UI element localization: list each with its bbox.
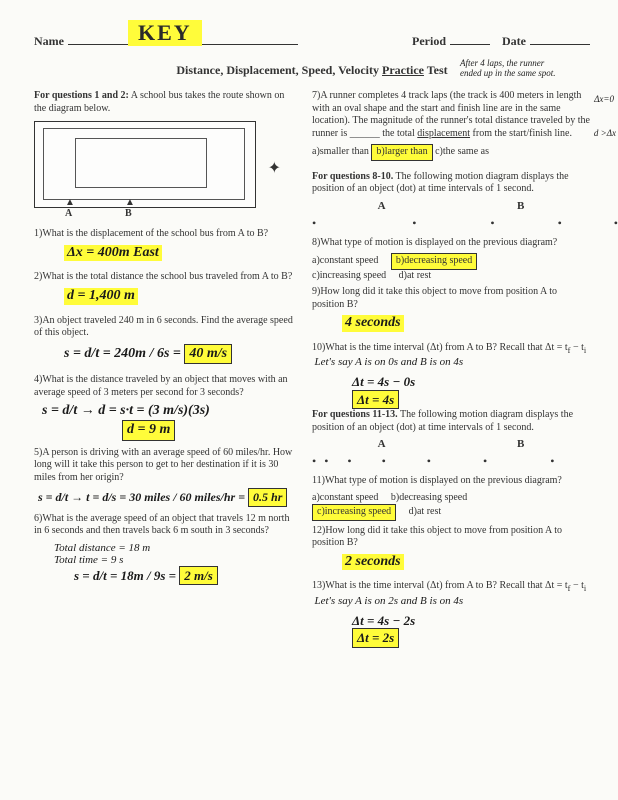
a5-eq: s = d/t → t = d/s = 30 miles / 60 miles/… xyxy=(38,490,245,504)
ab-row-2: AB xyxy=(312,438,590,450)
a1: Δx = 400m East xyxy=(64,245,162,262)
q9: 9)How long did it take this object to mo… xyxy=(312,286,590,311)
q13-txt: 13)What is the time interval (Δt) from A… xyxy=(312,580,568,591)
right-column: 7)A runner completes 4 track laps (the t… xyxy=(312,90,590,648)
a13-eq: Δt = 4s − 2s xyxy=(352,613,415,628)
q10-txt: 10)What is the time interval (Δt) from A… xyxy=(312,342,568,353)
margin-line1: After 4 laps, the runner xyxy=(460,58,544,68)
a6-lines: Total distance = 18 m Total time = 9 s xyxy=(54,542,294,566)
title-main: Distance, Displacement, Speed, Velocity xyxy=(176,63,382,77)
q8d: d)at rest xyxy=(399,270,432,281)
columns: For questions 1 and 2: For questions 1 a… xyxy=(34,90,590,648)
name-label: Name xyxy=(34,34,64,49)
a13-note: Let's say A is on 2s and B is on 4s xyxy=(315,595,464,607)
q8a: a)constant speed xyxy=(312,255,378,266)
q7a: a)smaller than xyxy=(312,146,369,157)
a10-eq: Δt = 4s − 0s xyxy=(352,374,415,389)
label-A: A xyxy=(378,200,386,212)
q11-choices: a)constant speed b)decreasing speed c)in… xyxy=(312,492,590,521)
q7-choices: a)smaller than b)larger than c)the same … xyxy=(312,144,590,161)
period-label: Period xyxy=(412,34,446,49)
q5: 5)A person is driving with an average sp… xyxy=(34,447,294,485)
q8c: c)increasing speed xyxy=(312,270,386,281)
a3: s = d/t = 240m / 6s = 40 m/s xyxy=(64,344,294,365)
q13-mid: − t xyxy=(570,580,583,591)
margin-dx0: Δx=0 xyxy=(594,94,614,104)
q8-choices: a)constant speed b)decreasing speed c)in… xyxy=(312,253,590,282)
a4: s = d/t → d = s·t = (3 m/s)(3s) d = 9 m xyxy=(42,403,294,441)
a6-eq-row: s = d/t = 18m / 9s = 2 m/s xyxy=(74,566,294,586)
margin-line2: ended up in the same spot. xyxy=(460,68,555,78)
q10-mid: − t xyxy=(570,342,583,353)
worksheet-page: Name KEY Period Date Distance, Displacem… xyxy=(0,0,618,800)
q7b: b)larger than xyxy=(371,144,432,161)
date-line xyxy=(530,30,590,45)
period-line xyxy=(450,30,490,45)
label-A2: A xyxy=(378,438,386,450)
a13-box: Δt = 2s xyxy=(352,628,399,648)
q3: 3)An object traveled 240 m in 6 seconds.… xyxy=(34,315,294,340)
a9: 4 seconds xyxy=(342,315,404,332)
header-row: Name KEY Period Date xyxy=(34,30,590,49)
q1-2-intro: For questions 1 and 2: For questions 1 a… xyxy=(34,90,294,115)
date-label: Date xyxy=(502,34,526,49)
q4: 4)What is the distance traveled by an ob… xyxy=(34,374,294,399)
label-B2: B xyxy=(517,438,524,450)
q8: 8)What type of motion is displayed on th… xyxy=(312,237,590,250)
q11: 11)What type of motion is displayed on t… xyxy=(312,475,590,488)
a6-eq: s = d/t = 18m / 9s = xyxy=(74,568,176,583)
q7c: c)the same as xyxy=(435,146,489,157)
q10-sub2: i xyxy=(584,346,586,355)
q8b: b)decreasing speed xyxy=(391,253,477,270)
compass-icon: ✦ xyxy=(268,158,281,178)
q13-sub2: i xyxy=(584,584,586,593)
a12: 2 seconds xyxy=(342,554,404,571)
q13: 13)What is the time interval (Δt) from A… xyxy=(312,580,590,608)
name-line: KEY xyxy=(68,30,298,45)
label-B: B xyxy=(517,200,524,212)
q6: 6)What is the average speed of an object… xyxy=(34,513,294,538)
q11b: b)decreasing speed xyxy=(391,492,467,503)
a5: s = d/t → t = d/s = 30 miles / 60 miles/… xyxy=(38,488,294,506)
left-column: For questions 1 and 2: For questions 1 a… xyxy=(34,90,294,648)
title-underline: Practice xyxy=(382,63,424,77)
q11a: a)constant speed xyxy=(312,492,378,503)
q7: 7)A runner completes 4 track laps (the t… xyxy=(312,90,590,140)
a3-box: 40 m/s xyxy=(184,344,232,365)
a10-note: Let's say A is on 0s and B is on 4s xyxy=(315,356,464,368)
a6-l1: Total distance = 18 m xyxy=(54,542,150,554)
q11d: d)at rest xyxy=(409,506,442,517)
q7-underline: displacement xyxy=(417,128,470,139)
a10-box: Δt = 4s xyxy=(352,390,399,410)
a5-box: 0.5 hr xyxy=(248,488,287,506)
route-diagram: ▲A ▲B ✦ xyxy=(34,121,256,208)
margin-dgdx: d >Δx xyxy=(594,128,616,138)
a4-eq: s = d/t → d = s·t = (3 m/s)(3s) xyxy=(42,403,210,418)
a6-l2: Total time = 9 s xyxy=(54,554,123,566)
ab-row-1: AB xyxy=(312,200,590,212)
q10: 10)What is the time interval (Δt) from A… xyxy=(312,342,590,370)
q11c: c)increasing speed xyxy=(312,504,396,521)
a13: Δt = 4s − 2s Δt = 2s xyxy=(352,613,590,648)
key-answer: KEY xyxy=(128,20,202,46)
a4-box: d = 9 m xyxy=(122,420,175,441)
a3-eq: s = d/t = 240m / 6s = xyxy=(64,346,181,361)
a2: d = 1,400 m xyxy=(64,288,138,305)
q1: 1)What is the displacement of the school… xyxy=(34,228,294,241)
q11-intro: For questions 11-13. The following motio… xyxy=(312,409,590,434)
a10: Δt = 4s − 0s Δt = 4s xyxy=(352,374,590,409)
title-tail: Test xyxy=(424,63,448,77)
q8-intro: For questions 8-10. The following motion… xyxy=(312,171,590,196)
margin-note-top: After 4 laps, the runner ended up in the… xyxy=(460,58,600,78)
q2: 2)What is the total distance the school … xyxy=(34,271,294,284)
dots-8: • • • • • • •• xyxy=(312,216,590,231)
q12: 12)How long did it take this object to m… xyxy=(312,525,590,550)
dots-11: •• • • • • • • xyxy=(312,454,590,469)
a6-box: 2 m/s xyxy=(179,566,218,586)
